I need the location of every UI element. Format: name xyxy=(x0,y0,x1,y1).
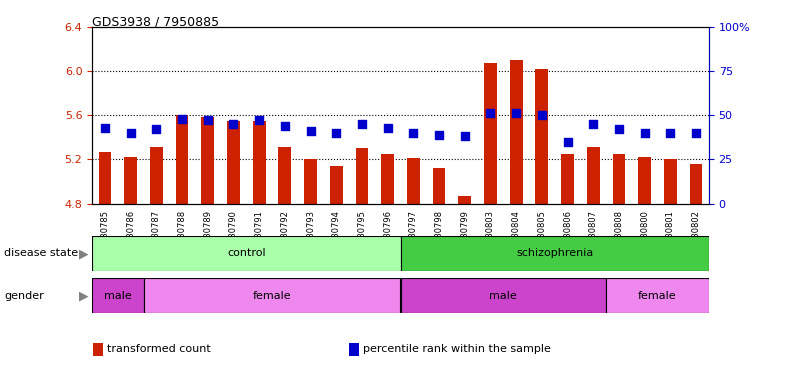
Bar xyxy=(509,60,522,204)
Point xyxy=(253,118,266,124)
Point xyxy=(356,121,368,127)
Point xyxy=(484,110,497,116)
Text: control: control xyxy=(227,248,266,258)
Bar xyxy=(124,157,137,204)
Text: ▶: ▶ xyxy=(78,247,88,260)
Bar xyxy=(356,148,368,204)
Text: disease state: disease state xyxy=(4,248,78,258)
Text: transformed count: transformed count xyxy=(107,344,211,354)
Text: gender: gender xyxy=(4,291,44,301)
Bar xyxy=(330,166,343,204)
Point xyxy=(330,130,343,136)
Text: percentile rank within the sample: percentile rank within the sample xyxy=(363,344,551,354)
Bar xyxy=(175,115,188,204)
Bar xyxy=(606,278,709,313)
Point xyxy=(535,112,548,118)
Point xyxy=(150,126,163,132)
Bar xyxy=(433,168,445,204)
Bar xyxy=(400,236,709,271)
Point xyxy=(381,124,394,131)
Point xyxy=(587,121,600,127)
Bar xyxy=(400,278,606,313)
Point xyxy=(690,130,702,136)
Bar xyxy=(664,159,677,204)
Text: GDS3938 / 7950885: GDS3938 / 7950885 xyxy=(92,15,219,28)
Text: female: female xyxy=(252,291,292,301)
Point xyxy=(99,124,111,131)
Point xyxy=(201,118,214,124)
Bar xyxy=(99,152,111,204)
Bar xyxy=(92,278,143,313)
Bar xyxy=(92,236,400,271)
Bar xyxy=(638,157,651,204)
Point xyxy=(458,133,471,139)
Point xyxy=(613,126,626,132)
Bar xyxy=(150,147,163,204)
Bar xyxy=(407,158,420,204)
Text: male: male xyxy=(104,291,131,301)
Point xyxy=(407,130,420,136)
Bar xyxy=(227,121,239,204)
Point xyxy=(124,130,137,136)
Point xyxy=(638,130,651,136)
Bar xyxy=(690,164,702,204)
Point xyxy=(509,110,522,116)
Bar xyxy=(143,278,400,313)
Text: ▶: ▶ xyxy=(78,289,88,302)
Text: male: male xyxy=(489,291,517,301)
Bar xyxy=(201,118,214,204)
Text: schizophrenia: schizophrenia xyxy=(516,248,594,258)
Text: female: female xyxy=(638,291,677,301)
Bar xyxy=(535,69,548,204)
Bar xyxy=(458,196,471,204)
Bar xyxy=(562,154,574,204)
Point xyxy=(227,121,239,127)
Bar xyxy=(484,63,497,204)
Bar xyxy=(381,154,394,204)
Bar xyxy=(253,121,266,204)
Bar xyxy=(613,154,626,204)
Point xyxy=(664,130,677,136)
Point xyxy=(279,123,292,129)
Point xyxy=(175,116,188,122)
Bar xyxy=(279,147,292,204)
Point xyxy=(433,132,445,138)
Point xyxy=(562,139,574,145)
Point xyxy=(304,128,317,134)
Bar xyxy=(304,159,317,204)
Bar xyxy=(587,147,600,204)
